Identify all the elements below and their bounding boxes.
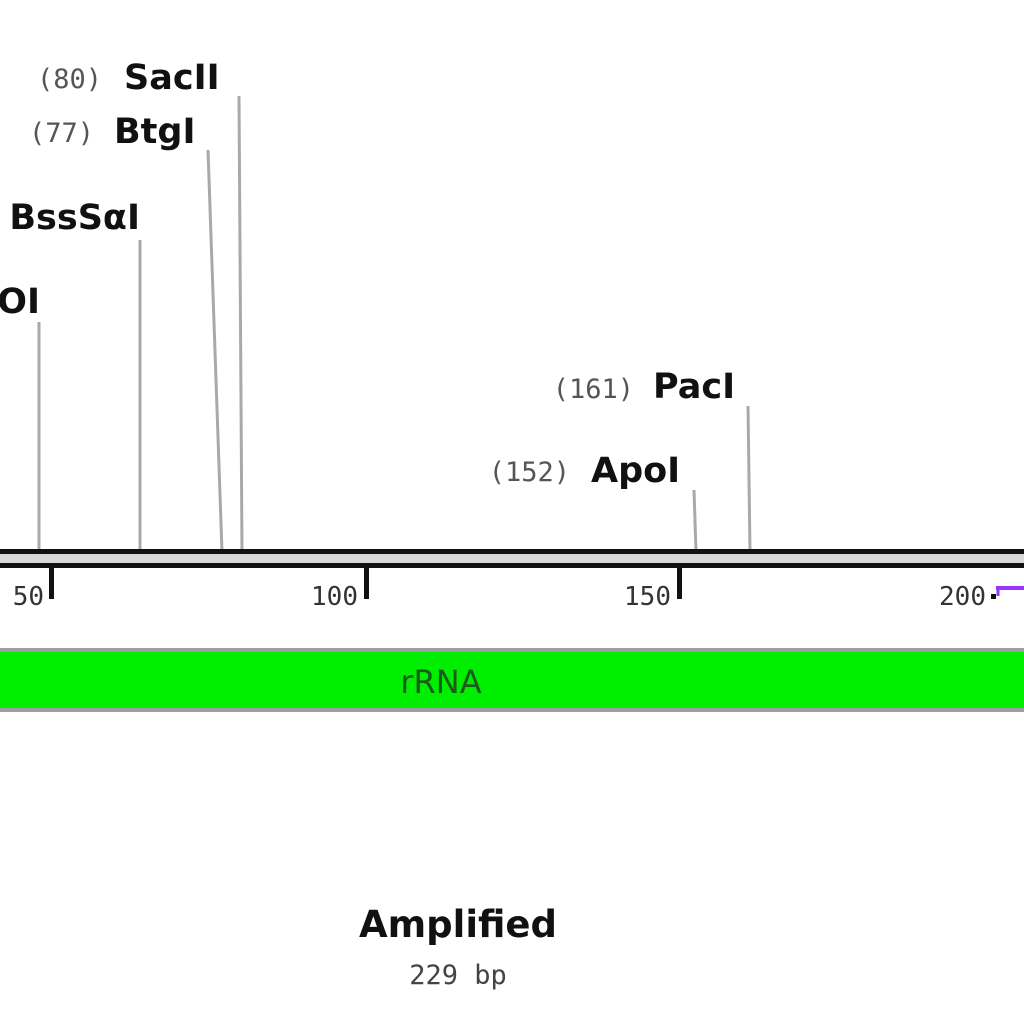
site-line-saci (237, 95, 244, 553)
site-name-paci[interactable]: PacI (653, 367, 735, 407)
tick-label-200: 200 (939, 582, 986, 612)
site-line-paci (746, 405, 752, 553)
ruler: 50 100 150 200 (13, 566, 996, 612)
site-position-apoi: (152) (489, 457, 570, 488)
site-name-oi[interactable]: OI (0, 282, 40, 322)
site-position-btgi: (77) (29, 118, 94, 149)
tick-200 (991, 594, 996, 599)
feature-label: rRNA (400, 663, 481, 701)
site-name-apoi[interactable]: ApoI (591, 451, 680, 491)
backbone-gap (0, 554, 1024, 563)
sequence-backbone (0, 549, 1024, 568)
site-name-saci[interactable]: SacII (124, 58, 220, 98)
map-title: Amplified (359, 903, 557, 946)
sequence-length: 229 bp (409, 960, 507, 991)
tick-100 (364, 566, 369, 599)
site-name-bsssai[interactable]: BssSαI (9, 198, 140, 238)
site-line-apoi (692, 489, 698, 553)
site-position-saci: (80) (37, 64, 102, 95)
backbone-bottom-strand (0, 563, 1024, 568)
tick-150 (677, 566, 682, 599)
site-labels: (80) SacII (77) BtgI BssSαI OI (161) Pac… (0, 58, 735, 491)
tick-50 (49, 566, 54, 599)
site-name-btgi[interactable]: BtgI (114, 112, 195, 152)
feature-rrna[interactable]: rRNA (0, 648, 1024, 712)
tick-label-100: 100 (311, 582, 358, 612)
tick-label-50: 50 (13, 582, 44, 612)
tick-label-150: 150 (624, 582, 671, 612)
feature-bar[interactable] (0, 652, 1024, 708)
site-lines (37, 95, 752, 553)
site-line-btgi (206, 149, 224, 553)
backbone-top-strand (0, 549, 1024, 554)
site-position-paci: (161) (553, 374, 634, 405)
